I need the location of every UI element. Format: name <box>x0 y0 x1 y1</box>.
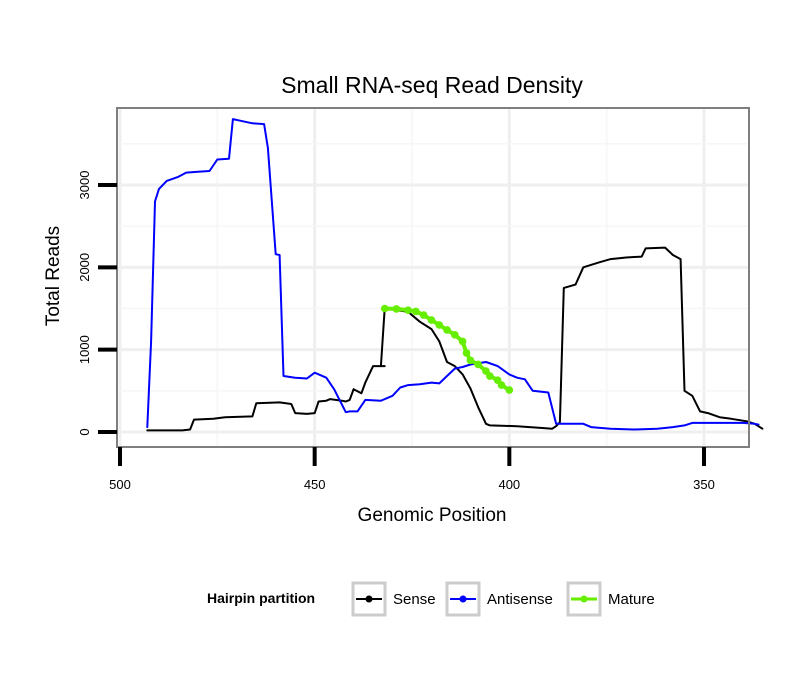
x-tick-label: 400 <box>498 477 520 492</box>
series-line-sense <box>146 246 764 432</box>
y-tick-label: 3000 <box>77 171 92 200</box>
y-axis-title: Total Reads <box>43 226 64 326</box>
x-axis-title: Genomic Position <box>358 505 507 526</box>
series-line-antisense <box>146 118 760 431</box>
legend: Hairpin partition Sense Antisense Mature <box>207 581 655 617</box>
mature-point <box>462 349 471 357</box>
mature-point <box>435 321 444 329</box>
mature-point <box>412 307 420 316</box>
plot-border <box>116 107 750 448</box>
y-tick-label: 2000 <box>77 253 92 282</box>
mature-point <box>392 305 401 313</box>
mature-point <box>474 360 482 369</box>
legend-key-point <box>365 595 373 603</box>
x-tick-label: 500 <box>109 477 131 492</box>
x-tick-label: 450 <box>304 477 326 492</box>
mature-point <box>427 316 436 324</box>
mature-point <box>419 311 428 319</box>
mature-point <box>466 356 475 365</box>
y-tick-label: 1000 <box>77 335 92 364</box>
mature-point <box>443 326 451 334</box>
legend-label-sense: Sense <box>393 591 436 608</box>
mature-point <box>451 331 459 339</box>
legend-label-mature: Mature <box>608 591 655 608</box>
legend-key-point <box>459 595 467 603</box>
plot-area: 500 450 400 350 0 1000 2000 3000 <box>77 107 764 492</box>
legend-key-point <box>580 595 588 603</box>
plot-background <box>117 108 749 447</box>
legend-title: Hairpin partition <box>207 590 315 606</box>
mature-point <box>458 337 467 346</box>
mature-point <box>505 386 514 394</box>
mature-point <box>497 381 506 389</box>
legend-label-antisense: Antisense <box>487 591 553 608</box>
mature-point <box>380 304 389 313</box>
mature-point <box>404 306 412 314</box>
mature-point <box>486 372 494 380</box>
y-tick-label: 0 <box>77 428 92 435</box>
x-tick-label: 350 <box>693 477 715 492</box>
chart-title: Small RNA-seq Read Density <box>281 72 583 98</box>
